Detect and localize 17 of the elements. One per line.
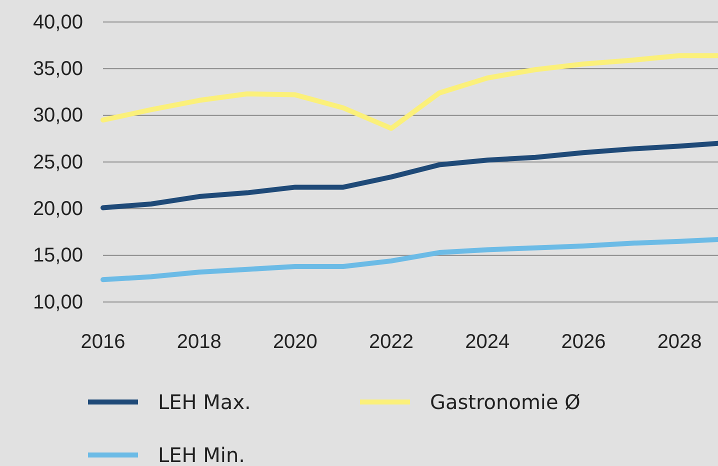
y-tick-label: 20,00 bbox=[32, 198, 83, 220]
x-tick-label: 2026 bbox=[561, 331, 606, 354]
y-tick-label: 40,00 bbox=[32, 11, 83, 34]
x-tick-label: 2018 bbox=[176, 331, 222, 354]
y-tick-label: 35,00 bbox=[32, 58, 83, 80]
y-tick-label: 30,00 bbox=[32, 104, 83, 127]
y-tick-label: 25,00 bbox=[32, 151, 83, 174]
legend-label: LEH Max. bbox=[158, 390, 251, 414]
x-tick-label: 2024 bbox=[465, 331, 510, 354]
y-tick-label: 10,00 bbox=[32, 291, 83, 314]
x-tick-label: 2020 bbox=[272, 331, 318, 354]
x-tick-label: 2028 bbox=[657, 331, 702, 354]
x-tick-label: 2022 bbox=[369, 331, 414, 354]
legend-label: Gastronomie Ø bbox=[430, 390, 580, 414]
y-tick-label: 15,00 bbox=[32, 244, 83, 267]
x-tick-label: 2016 bbox=[80, 331, 126, 354]
legend-label: LEH Min. bbox=[158, 443, 246, 466]
